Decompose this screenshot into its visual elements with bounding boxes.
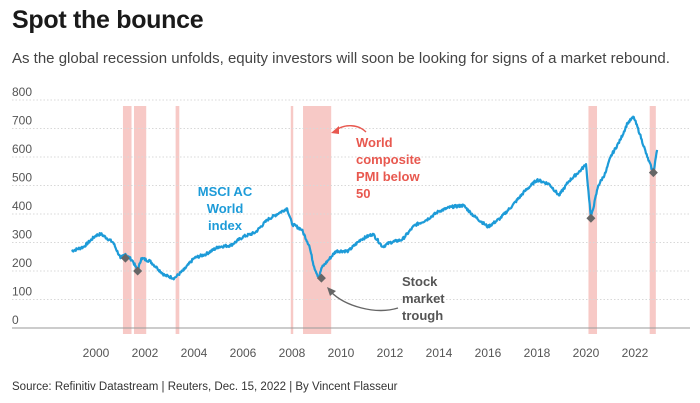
- annotation-line: PMI below: [356, 169, 420, 184]
- trough-marker-0: [120, 253, 130, 263]
- annotation-line: Stock: [402, 274, 438, 289]
- trough-marker-3: [586, 213, 596, 223]
- source-note: Source: Refinitiv Datastream | Reuters, …: [12, 381, 398, 393]
- x-tick-label: 2022: [622, 346, 649, 360]
- x-tick-label: 2020: [573, 346, 600, 360]
- annotation-line: World: [207, 201, 244, 216]
- y-gridlines: [12, 99, 690, 329]
- y-tick-label: 600: [12, 142, 32, 156]
- x-tick-label: 2004: [181, 346, 208, 360]
- y-tick-label: 400: [12, 199, 32, 213]
- x-tick-label: 2016: [475, 346, 502, 360]
- chart-title: Spot the bounce: [12, 6, 204, 34]
- x-tick-label: 2012: [377, 346, 404, 360]
- pmi-shaded-bands: [122, 106, 656, 334]
- y-tick-label: 500: [12, 171, 32, 185]
- y-tick-label: 700: [12, 114, 32, 128]
- x-tick-label: 2008: [279, 346, 306, 360]
- y-tick-label: 200: [12, 256, 32, 270]
- y-tick-label: 0: [12, 313, 19, 327]
- annotation-line: 50: [356, 186, 370, 201]
- y-axis-tick-labels: 0 100 200 300 400 500 600 700 800: [12, 85, 32, 327]
- chart-annotations: MSCI AC World index World composite PMI belo…: [198, 125, 445, 323]
- annotation-line: index: [208, 218, 243, 233]
- x-axis-tick-labels: 2000 2002 2004 2006 2008 2010 2012 2014 2016 2018…: [83, 346, 649, 360]
- trough-arrow-head: [327, 287, 336, 296]
- annotation-line: trough: [402, 308, 443, 323]
- y-tick-label: 300: [12, 228, 32, 242]
- y-tick-label: 100: [12, 285, 32, 299]
- x-tick-label: 2018: [524, 346, 551, 360]
- x-tick-label: 2010: [328, 346, 355, 360]
- annotation-line: World: [356, 135, 393, 150]
- pmi-band-label: World composite PMI below 50: [356, 135, 421, 201]
- pmi-band-6: [649, 106, 656, 334]
- annotation-line: MSCI AC: [198, 184, 253, 199]
- chart-subtitle: As the global recession unfolds, equity …: [12, 50, 670, 67]
- trough-arrow: [330, 291, 399, 312]
- annotation-line: composite: [356, 152, 421, 167]
- trough-marker-4: [648, 168, 658, 178]
- trough-label: Stock market trough: [402, 274, 445, 323]
- pmi-band-2: [175, 106, 180, 334]
- series-line-msci-ac-world: [71, 115, 659, 281]
- trough-marker-1: [133, 266, 143, 276]
- x-tick-label: 2000: [83, 346, 110, 360]
- x-tick-label: 2002: [132, 346, 159, 360]
- annotation-line: market: [402, 291, 445, 306]
- x-tick-label: 2006: [230, 346, 257, 360]
- y-tick-label: 800: [12, 85, 32, 99]
- pmi-band-4: [303, 106, 332, 334]
- pmi-band-1: [133, 106, 147, 334]
- pmi-arrow-head: [331, 126, 339, 134]
- trough-markers: [120, 168, 658, 283]
- pmi-band-0: [122, 106, 132, 334]
- series-label: MSCI AC World index: [198, 184, 253, 233]
- x-tick-label: 2014: [426, 346, 453, 360]
- trough-marker-2: [316, 273, 326, 283]
- pmi-arrow: [335, 125, 367, 133]
